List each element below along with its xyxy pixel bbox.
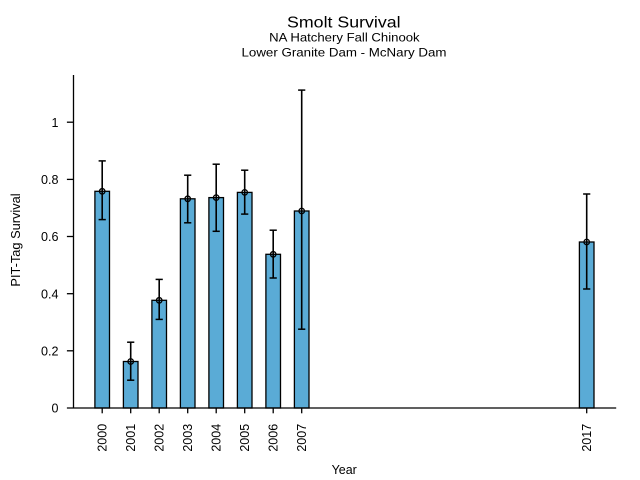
svg-text:NA Hatchery Fall Chinook: NA Hatchery Fall Chinook [269, 31, 420, 45]
svg-text:2002: 2002 [153, 424, 167, 452]
svg-text:2003: 2003 [181, 424, 195, 452]
svg-text:0.8: 0.8 [41, 173, 59, 187]
svg-text:2017: 2017 [580, 424, 594, 452]
svg-text:0.2: 0.2 [41, 344, 59, 358]
svg-text:0.6: 0.6 [41, 230, 59, 244]
svg-text:2007: 2007 [295, 424, 309, 452]
svg-text:2004: 2004 [210, 424, 224, 452]
svg-text:2006: 2006 [267, 424, 281, 452]
svg-text:2000: 2000 [96, 424, 110, 452]
svg-text:0.4: 0.4 [41, 287, 59, 301]
svg-text:Year: Year [332, 462, 358, 477]
svg-text:0: 0 [52, 402, 59, 416]
svg-text:1: 1 [52, 116, 59, 130]
svg-text:PIT-Tag Survival: PIT-Tag Survival [8, 193, 23, 286]
svg-text:2005: 2005 [238, 424, 252, 452]
svg-text:Smolt Survival: Smolt Survival [287, 15, 401, 32]
svg-text:Lower Granite Dam - McNary Dam: Lower Granite Dam - McNary Dam [242, 46, 447, 60]
svg-text:2001: 2001 [124, 424, 138, 452]
